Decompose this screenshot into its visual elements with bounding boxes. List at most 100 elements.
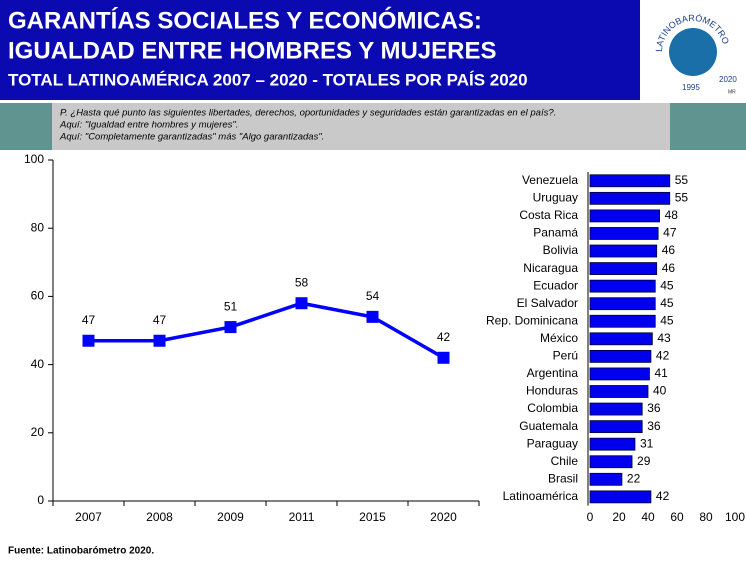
- value-label: 45: [660, 313, 674, 327]
- x-tick-label: 40: [641, 510, 655, 524]
- bar: [589, 385, 649, 398]
- question: Aquí: "Igualdad entre hombres y mujeres"…: [59, 120, 238, 131]
- category-label: Rep. Dominicana: [486, 313, 578, 327]
- x-tick-label: 100: [725, 510, 745, 524]
- category-label: Ecuador: [533, 278, 578, 292]
- value-label: 41: [654, 366, 668, 380]
- strip: [52, 103, 670, 150]
- marker: [82, 334, 95, 347]
- category-label: Costa Rica: [519, 208, 578, 222]
- line: [88, 301, 445, 360]
- marker: [366, 310, 379, 323]
- value-label: 22: [627, 471, 641, 485]
- x-tick-label: 20: [612, 510, 626, 524]
- x-tick-label: 2011: [289, 510, 315, 524]
- x-tick-label: 0: [587, 510, 594, 524]
- x-tick-label: 2007: [75, 510, 102, 524]
- y-tick-label: 60: [31, 289, 45, 303]
- bar: [589, 244, 658, 258]
- question: P. ¿Hasta qué punto las siguientes liber…: [60, 108, 556, 119]
- category-label: El Salvador: [517, 296, 578, 310]
- bar: [589, 227, 659, 240]
- value-label: 42: [656, 349, 670, 363]
- category-label: Latinoamérica: [503, 489, 579, 503]
- marker: [295, 297, 308, 310]
- title: IGUALDAD ENTRE HOMBRES Y MUJERES: [8, 37, 497, 64]
- marker: [437, 351, 450, 364]
- y-tick-label: 40: [31, 357, 45, 371]
- y-tick-label: 80: [31, 220, 45, 234]
- value-label: 45: [660, 278, 674, 292]
- value-label: 55: [675, 191, 689, 205]
- value-label: 58: [295, 275, 309, 289]
- value-label: 51: [224, 299, 238, 313]
- subtitle: TOTAL LATINOAMÉRICA 2007 – 2020 - TOTALE…: [8, 70, 528, 89]
- y-tick-label: 0: [37, 493, 44, 507]
- bar: [589, 191, 671, 205]
- bar: [589, 332, 653, 346]
- y-tick-label: 20: [31, 425, 45, 439]
- value-label: 47: [663, 226, 677, 240]
- value-label: 47: [82, 313, 96, 327]
- bar: [589, 297, 656, 311]
- bar: [589, 209, 660, 223]
- category-label: México: [540, 331, 578, 345]
- category-label: Chile: [551, 454, 579, 468]
- category-label: Paraguay: [527, 436, 578, 450]
- bar: [589, 349, 652, 363]
- value-label: 48: [665, 208, 679, 222]
- logo-year: 1995: [682, 83, 700, 92]
- category-label: Colombia: [527, 401, 578, 415]
- value-label: 47: [153, 313, 167, 327]
- value-label: 36: [647, 419, 661, 433]
- x-tick-label: 2008: [146, 510, 173, 524]
- bar: [589, 490, 652, 504]
- value-label: 42: [437, 330, 451, 344]
- value-label: 55: [675, 173, 689, 187]
- category-label: Panamá: [533, 226, 578, 240]
- value-label: 31: [640, 436, 654, 450]
- category-label: Brasil: [548, 471, 578, 485]
- x-tick-label: 2020: [430, 510, 457, 524]
- title: GARANTÍAS SOCIALES Y ECONÓMICAS:: [8, 6, 482, 34]
- x-tick-label: 80: [699, 510, 713, 524]
- bar: [589, 174, 671, 188]
- bar: [589, 314, 656, 328]
- question: Aquí: "Completamente garantizadas" más "…: [59, 132, 324, 143]
- x-tick-label: 2015: [359, 510, 386, 524]
- value-label: 42: [656, 489, 670, 503]
- value-label: 46: [662, 261, 676, 275]
- value-label: 54: [366, 289, 380, 303]
- category-label: Venezuela: [522, 173, 578, 187]
- category-label: Guatemala: [519, 419, 578, 433]
- category-label: Bolivia: [543, 243, 579, 257]
- y-tick-label: 100: [24, 152, 44, 166]
- bar: [589, 262, 658, 275]
- logo-mark: MR: [728, 89, 736, 95]
- bar: [589, 279, 656, 293]
- bar: [589, 472, 623, 486]
- bar: [589, 420, 643, 434]
- x-tick-label: 2009: [217, 510, 244, 524]
- category-label: Honduras: [526, 384, 578, 398]
- source: Fuente: Latinobarómetro 2020.: [8, 546, 154, 557]
- logo: LATINOBARÓMETRO 1995 2020 MR: [654, 13, 737, 95]
- x-tick-label: 60: [670, 510, 684, 524]
- strip-right: [670, 103, 746, 150]
- category-label: Uruguay: [533, 191, 578, 205]
- value-label: 36: [647, 401, 661, 415]
- value-label: 46: [662, 243, 676, 257]
- bar: [589, 455, 633, 469]
- value-label: 43: [657, 331, 671, 345]
- value-label: 29: [637, 454, 651, 468]
- category-label: Nicaragua: [523, 261, 578, 275]
- marker: [224, 321, 237, 334]
- header-band: [0, 0, 640, 100]
- value-label: 45: [660, 296, 674, 310]
- strip-left: [0, 103, 52, 150]
- logo-year: 2020: [719, 75, 737, 84]
- value-label: 40: [653, 384, 667, 398]
- logo-globe: [669, 28, 717, 76]
